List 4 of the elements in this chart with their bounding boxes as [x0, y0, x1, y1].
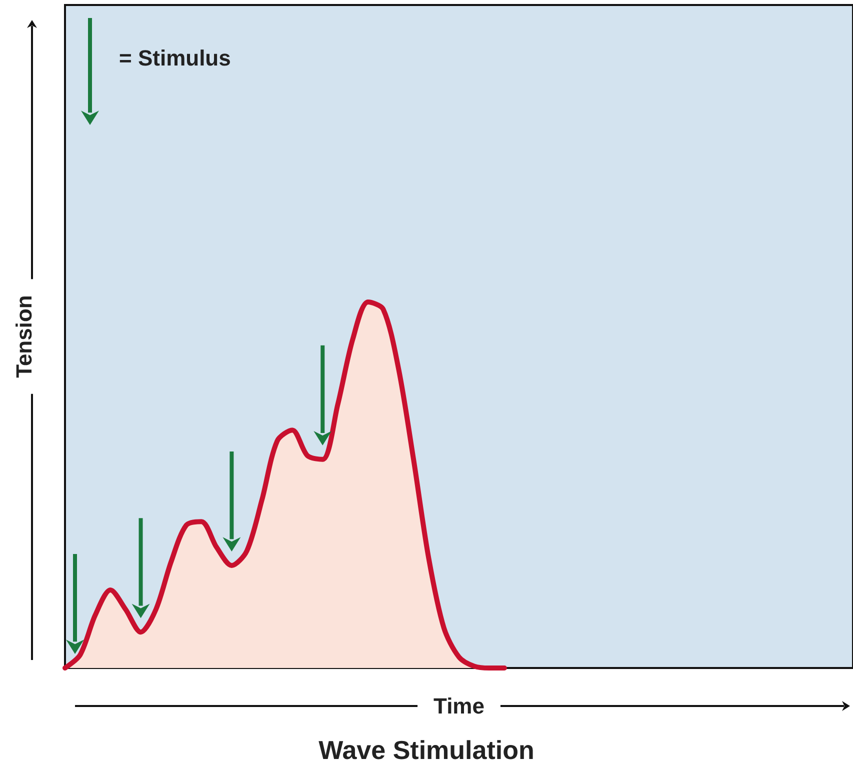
y-axis-title: Tension [12, 295, 36, 378]
text: = Stimulus [119, 46, 231, 70]
text: Wave Stimulation [318, 735, 534, 765]
x-axis-title: Time [434, 694, 484, 718]
